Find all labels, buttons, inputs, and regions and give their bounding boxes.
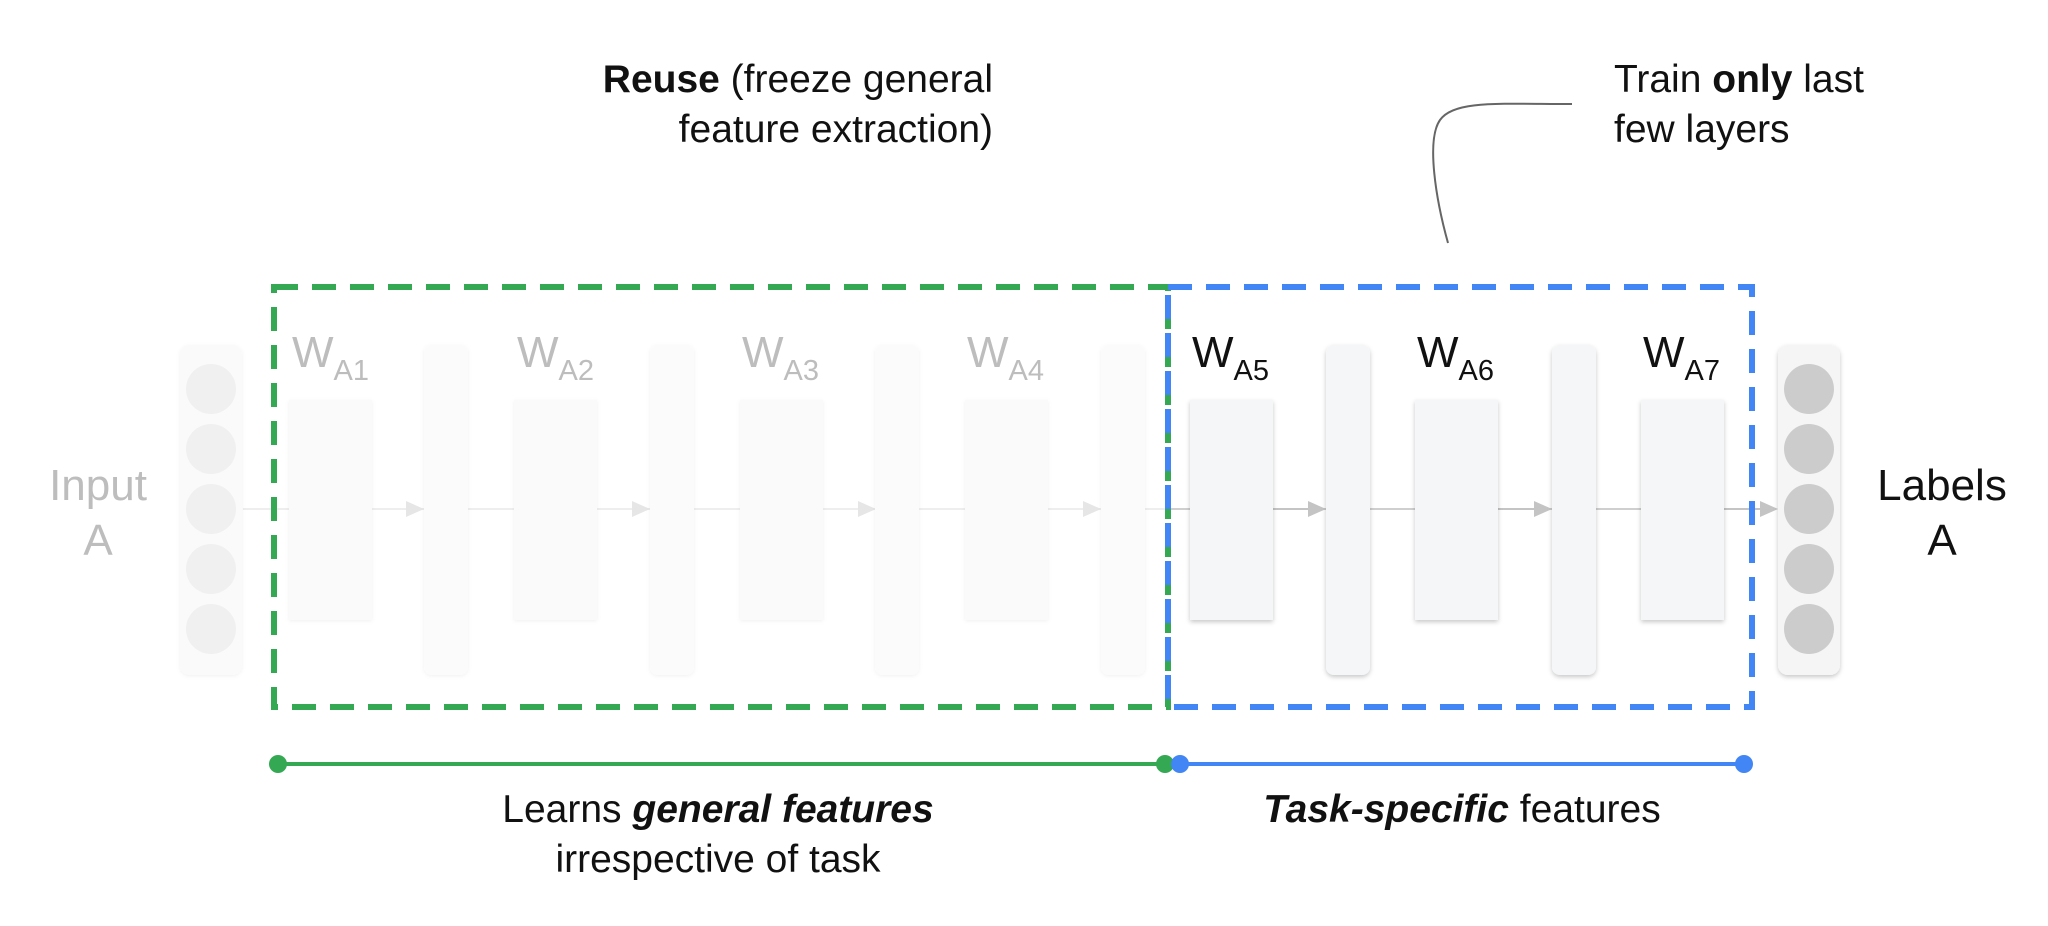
output-node <box>1784 424 1834 474</box>
task-specific-span <box>1171 755 1753 773</box>
weight-matrix-a3 <box>740 400 823 620</box>
general-line2: irrespective of task <box>555 838 881 881</box>
trainable-region-box <box>1165 284 1755 710</box>
output-label: Labels <box>1877 461 2007 510</box>
weight-label-a5: WA5 <box>1192 328 1269 387</box>
hidden-layer-bar <box>1326 345 1370 675</box>
weight-label-a4: WA4 <box>967 328 1044 387</box>
hidden-layer-bar <box>1552 345 1596 675</box>
weight-label-a1: WA1 <box>292 328 369 387</box>
reuse-line2: feature extraction) <box>678 108 993 151</box>
input-node <box>186 424 236 474</box>
output-label-sub: A <box>1927 516 1957 565</box>
train-suffix: last <box>1792 58 1864 101</box>
weight-matrix-a2 <box>514 400 597 620</box>
input-layer <box>180 345 242 675</box>
trainable-weights <box>1190 400 1724 620</box>
task-bold: Task-specific <box>1263 788 1509 831</box>
hidden-layer-bar <box>424 345 468 675</box>
output-layer <box>1778 345 1840 675</box>
train-bold: only <box>1712 58 1793 101</box>
hidden-layer-bar <box>650 345 694 675</box>
weight-label-a6: WA6 <box>1417 328 1494 387</box>
task-specific-caption: Task-specific features <box>1162 785 1762 835</box>
output-node <box>1784 484 1834 534</box>
general-bold: general features <box>632 788 934 831</box>
train-line2: few layers <box>1614 108 1790 151</box>
hidden-layers <box>424 345 1596 675</box>
output-node <box>1784 544 1834 594</box>
input-node <box>186 544 236 594</box>
leader-line <box>1432 102 1573 244</box>
input-node <box>186 604 236 654</box>
input-node <box>186 364 236 414</box>
output-node <box>1784 604 1834 654</box>
weight-label-a3: WA3 <box>742 328 819 387</box>
weight-label-a2: WA2 <box>517 328 594 387</box>
input-label-sub: A <box>83 516 113 565</box>
hidden-layer-bar <box>875 345 919 675</box>
reuse-rest: (freeze general <box>719 58 993 101</box>
frozen-weights <box>289 400 1048 620</box>
reuse-bold: Reuse <box>602 58 720 101</box>
general-features-span <box>269 755 1174 773</box>
weight-matrix-a7 <box>1641 400 1724 620</box>
weight-matrix-a6 <box>1415 400 1498 620</box>
general-prefix: Learns <box>502 788 633 831</box>
general-features-caption: Learns general features irrespective of … <box>418 785 1018 885</box>
train-annotation: Train only last few layers <box>1614 55 2014 155</box>
weight-matrix-a1 <box>289 400 372 620</box>
output-node <box>1784 364 1834 414</box>
input-node <box>186 484 236 534</box>
hidden-layer-bar <box>1101 345 1145 675</box>
weight-labels: WA1 WA2 WA3 WA4 WA5 WA6 WA7 <box>292 328 1720 387</box>
task-suffix: features <box>1508 788 1661 831</box>
weight-matrix-a4 <box>965 400 1048 620</box>
reuse-annotation: Reuse (freeze general feature extraction… <box>493 55 993 155</box>
input-label: Input <box>49 461 147 510</box>
train-prefix: Train <box>1614 58 1713 101</box>
weight-label-a7: WA7 <box>1643 328 1720 387</box>
weight-matrix-a5 <box>1190 400 1273 620</box>
